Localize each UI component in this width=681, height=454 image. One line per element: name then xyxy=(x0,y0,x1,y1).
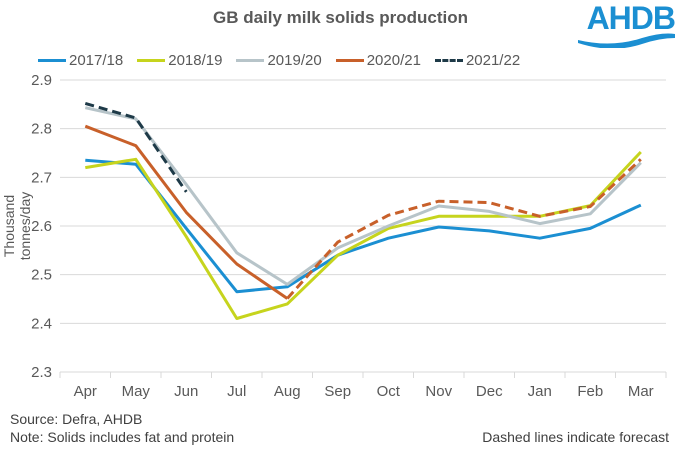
series-forecast-2020-21 xyxy=(286,158,642,300)
legend-item: 2017/18 xyxy=(38,52,123,69)
y-tick-label: 2.7 xyxy=(31,169,52,186)
x-tick-label: Dec xyxy=(476,383,503,400)
solids-note: Note: Solids includes fat and protein xyxy=(10,429,235,445)
series-line-2019-20 xyxy=(84,106,642,286)
y-tick-label: 2.5 xyxy=(31,267,52,284)
x-tick-label: May xyxy=(122,383,151,400)
legend-label: 2020/21 xyxy=(366,51,421,69)
y-tick-label: 2.4 xyxy=(31,315,52,332)
source-note: Source: Defra, AHDB xyxy=(10,411,143,427)
logo-wave-icon xyxy=(578,33,675,48)
legend-label: 2019/20 xyxy=(267,51,322,69)
legend-swatch xyxy=(137,58,166,62)
y-tick-label: 2.6 xyxy=(31,218,52,235)
legend-swatch xyxy=(236,58,265,62)
forecast-note: Dashed lines indicate forecast xyxy=(482,429,669,445)
series-forecast-2021-22 xyxy=(84,101,188,193)
x-tick-label: Mar xyxy=(628,383,654,400)
legend-item: 2018/19 xyxy=(137,52,222,69)
y-tick-label: 2.8 xyxy=(31,121,52,138)
x-tick-label: Apr xyxy=(74,383,97,400)
x-tick-label: Nov xyxy=(425,383,452,400)
legend-label: 2018/19 xyxy=(168,51,223,69)
ahdb-logo: AHDB xyxy=(572,0,677,48)
y-tick-label: 2.9 xyxy=(31,72,52,89)
legend-label: 2017/18 xyxy=(69,51,124,69)
legend-item: 2019/20 xyxy=(236,51,322,69)
legend-item: 2021/22 xyxy=(434,51,521,69)
y-tick-label: 2.3 xyxy=(31,364,52,381)
legend-swatch xyxy=(335,58,364,62)
x-tick-label: Jun xyxy=(174,383,198,400)
x-tick-label: Aug xyxy=(274,383,301,400)
x-tick-label: Jan xyxy=(528,383,552,400)
legend-item: 2020/21 xyxy=(335,51,421,69)
series-line-2017-18 xyxy=(85,158,642,294)
x-tick-label: Sep xyxy=(324,383,351,400)
x-tick-label: Jul xyxy=(227,383,246,400)
logo-text: AHDB xyxy=(586,0,676,36)
chart-title: GB daily milk solids production xyxy=(212,8,469,27)
legend-swatch xyxy=(38,58,66,62)
legend-label: 2021/22 xyxy=(465,51,521,69)
legend-swatch xyxy=(434,58,463,62)
legend: 2017/18 2018/19 2019/20 2020/21 2021/22 xyxy=(38,50,534,70)
x-tick-label: Feb xyxy=(577,383,603,400)
x-tick-label: Oct xyxy=(377,383,401,400)
